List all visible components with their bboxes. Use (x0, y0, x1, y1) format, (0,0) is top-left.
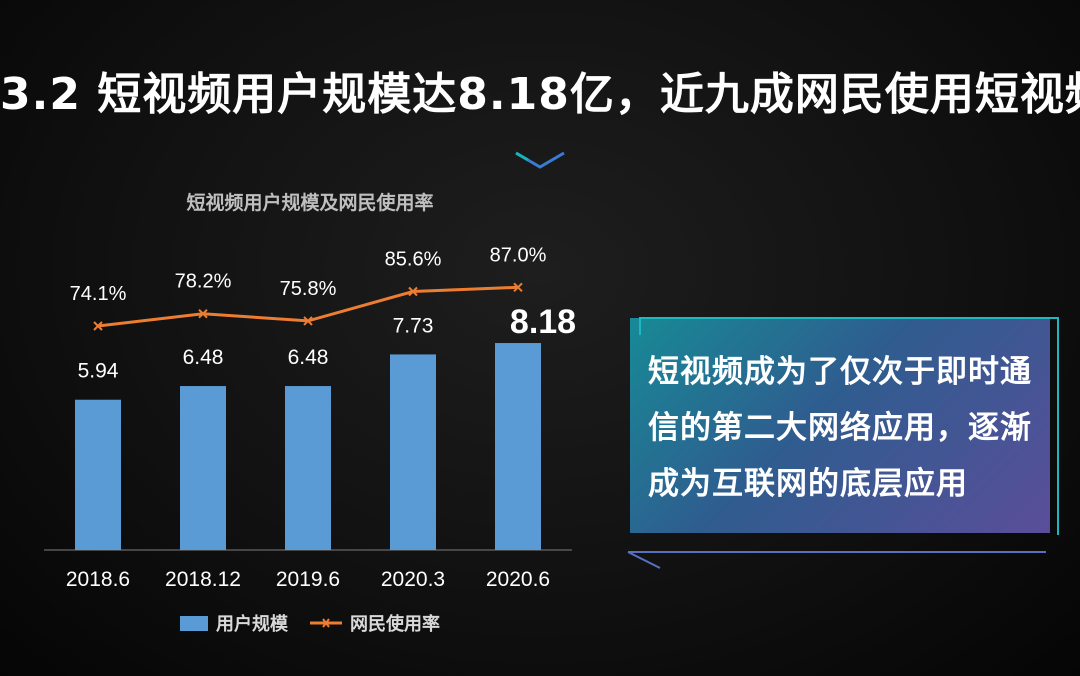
combo-chart: 5.94 6.48 6.48 7.73 8.18 74.1% 78.2% 75.8% 85.6… (44, 244, 576, 591)
bar-value-label: 6.48 (288, 346, 329, 369)
x-tick-label: 2018.12 (165, 568, 241, 591)
bar-value-label: 6.48 (183, 346, 224, 369)
x-tick-label: 2020.3 (381, 568, 445, 591)
bar-users (75, 399, 121, 550)
line-marker (408, 286, 418, 297)
chart-legend: 用户规模 网民使用率 (0, 610, 620, 636)
line-marker (513, 282, 523, 293)
legend-label-rate: 网民使用率 (350, 614, 440, 635)
legend-swatch-line (310, 618, 342, 628)
bar-users (495, 343, 541, 550)
chart-title: 短视频用户规模及网民使用率 (186, 192, 434, 214)
line-value-label: 74.1% (70, 283, 127, 305)
bar-value-label: 5.94 (78, 360, 119, 383)
line-marker (93, 321, 103, 331)
legend-item-users: 用户规模 (180, 610, 288, 636)
callout-text: 短视频成为了仅次于即时通信的第二大网络应用，逐渐成为互联网的底层应用 (648, 354, 1032, 502)
x-tick-label: 2020.6 (486, 568, 550, 591)
page-title: 3.2 短视频用户规模达8.18亿，近九成网民使用短视频 (0, 69, 1080, 120)
bar-value-label: 8.18 (510, 303, 576, 341)
line-marker (303, 316, 313, 326)
legend-swatch-bar (180, 615, 208, 631)
bar-users (180, 386, 226, 550)
line-value-label: 87.0% (490, 244, 547, 266)
bar-users (285, 386, 331, 550)
x-tick-label: 2019.6 (276, 568, 340, 591)
line-value-label: 85.6% (385, 249, 442, 271)
callout-box (630, 318, 1050, 533)
chevron-down-icon (515, 151, 565, 169)
line-value-label: 75.8% (280, 278, 337, 300)
legend-item-rate: 网民使用率 (310, 610, 440, 636)
bar-users (390, 354, 436, 550)
line-marker (198, 308, 208, 319)
line-value-label: 78.2% (175, 271, 232, 293)
x-tick-label: 2018.6 (66, 568, 130, 591)
legend-label-users: 用户规模 (216, 614, 288, 635)
bar-value-label: 7.73 (393, 314, 434, 337)
